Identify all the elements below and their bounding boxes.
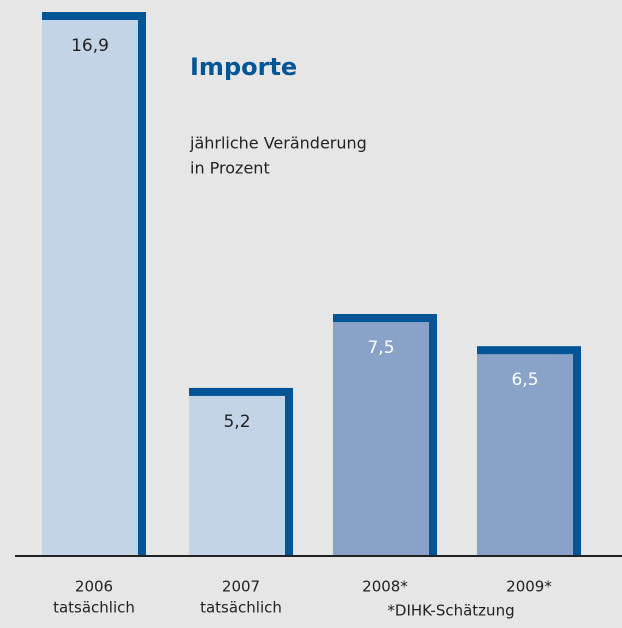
bar [42,20,138,555]
bar [189,395,285,555]
value-label: 7,5 [367,338,394,358]
subtitle: jährliche Veränderung [189,134,367,153]
x-tick-sublabel: tatsächlich [200,599,282,617]
bar [477,354,573,555]
x-tick-label: 2008* [362,578,408,596]
subtitle: in Prozent [190,159,270,178]
x-tick-label: 2009* [506,578,552,596]
chart-title: Importe [190,53,297,81]
value-label: 6,5 [511,370,538,390]
x-tick-label: 2006 [75,578,113,596]
bar [333,322,429,555]
x-tick-sublabel: tatsächlich [53,599,135,617]
x-tick-label: 2007 [222,578,260,596]
value-label: 5,2 [223,412,250,432]
value-label: 16,9 [71,36,109,56]
footnote: *DIHK-Schätzung [387,602,514,620]
